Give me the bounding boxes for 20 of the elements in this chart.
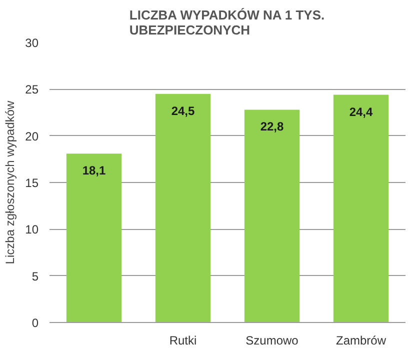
x-tick-label: Rutki xyxy=(169,334,197,348)
x-tick-label: Zambrów xyxy=(336,334,386,348)
y-tick-label: 20 xyxy=(25,129,39,144)
data-label: 24,4 xyxy=(349,104,374,119)
y-tick-label: 30 xyxy=(25,36,39,50)
data-label: 22,8 xyxy=(260,120,284,134)
bar xyxy=(155,94,211,322)
data-label: 18,1 xyxy=(82,164,106,178)
y-tick-label: 25 xyxy=(25,82,39,97)
x-tick-label: Szumowo xyxy=(246,334,299,348)
bar xyxy=(333,94,389,322)
y-axis-title: Liczba zgłoszonych wypadków xyxy=(3,100,18,264)
y-tick-label: 15 xyxy=(25,176,39,190)
y-tick-label: 10 xyxy=(25,222,39,237)
data-label: 24,5 xyxy=(171,104,196,118)
bar xyxy=(66,154,122,322)
y-tick-label: 5 xyxy=(32,269,39,284)
y-tick-label: 0 xyxy=(32,316,39,330)
chart-title: LICZBA WYPADKÓW NA 1 TYS. UBEZPIECZONYCH xyxy=(129,8,325,38)
bar xyxy=(244,110,300,322)
